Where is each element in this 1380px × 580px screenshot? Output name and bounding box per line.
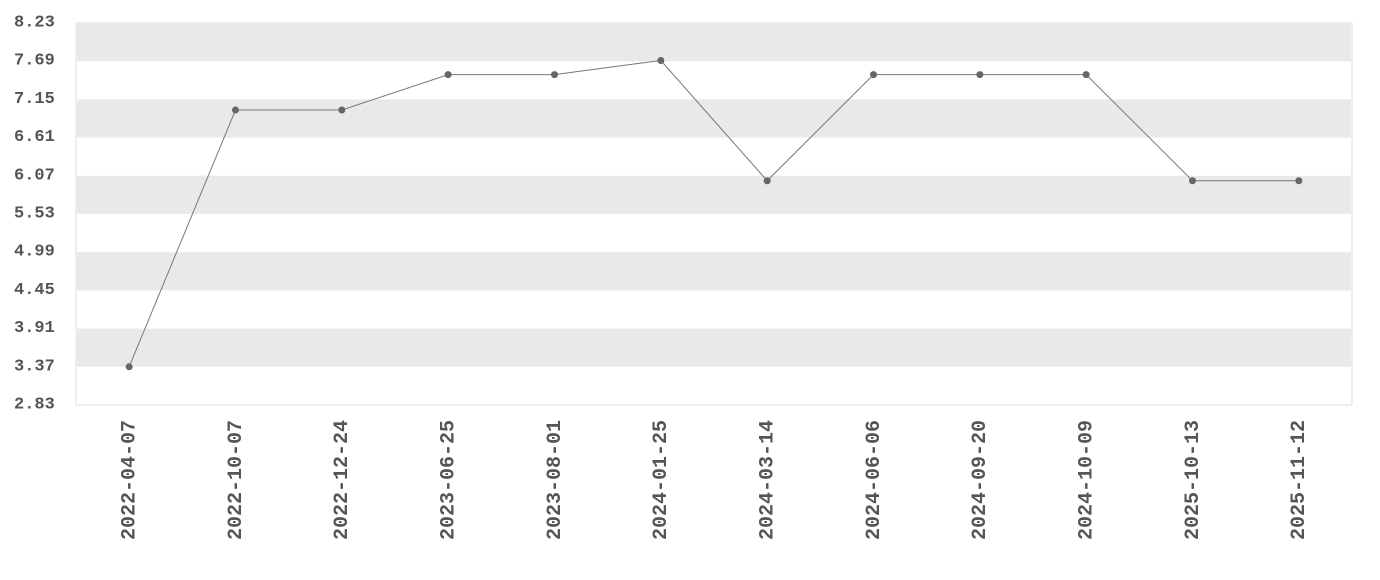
x-tick-label: 2023-06-25 (437, 420, 460, 540)
y-tick-label: 4.45 (14, 281, 55, 300)
y-tick-label: 6.61 (14, 128, 55, 147)
marker (870, 71, 877, 79)
x-tick-label: 2022-04-07 (118, 420, 141, 540)
marker (1082, 71, 1090, 79)
grid-stripe (77, 328, 1351, 367)
marker (444, 71, 452, 79)
marker (1189, 177, 1196, 185)
marker (1295, 177, 1303, 185)
x-tick-label: 2024-01-25 (650, 420, 673, 540)
y-tick-label: 6.07 (14, 166, 55, 185)
marker (763, 177, 771, 185)
marker (551, 71, 558, 79)
x-tick-label: 2024-03-14 (756, 420, 779, 540)
x-tick-label: 2024-09-20 (969, 420, 992, 540)
y-tick-label: 4.99 (14, 243, 55, 262)
grid-stripe (77, 175, 1351, 214)
x-tick-label: 2022-12-24 (331, 420, 354, 540)
marker (125, 363, 133, 371)
x-tick-label: 2025-10-13 (1182, 420, 1205, 540)
line (128, 59, 1299, 367)
y-tick-label: 2.83 (14, 395, 55, 414)
x-tick-label: 2025-11-12 (1288, 420, 1311, 540)
marker (976, 71, 984, 79)
marker (657, 56, 665, 64)
grid-stripe (77, 99, 1351, 138)
x-tick-label: 2022-10-07 (225, 420, 248, 540)
x-tick-label: 2023-08-01 (544, 420, 567, 540)
y-tick-label: 8.23 (14, 13, 55, 32)
grid-stripe (77, 252, 1351, 291)
grid-stripe (77, 23, 1351, 62)
y-tick-label: 7.69 (14, 52, 55, 71)
y-tick-label: 3.37 (14, 357, 55, 376)
y-tick-label: 7.15 (14, 90, 55, 109)
marker (232, 106, 239, 114)
x-tick-label: 2024-10-09 (1075, 420, 1098, 540)
x-tick-label: 2024-06-06 (863, 420, 886, 540)
y-tick-label: 3.91 (14, 319, 55, 338)
marker (338, 106, 346, 114)
y-tick-label: 5.53 (14, 204, 55, 223)
